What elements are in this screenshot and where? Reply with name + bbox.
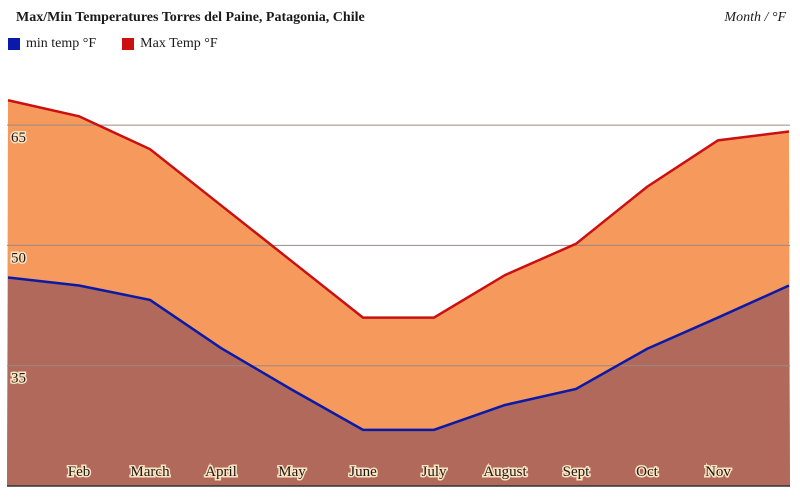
legend-label-max: Max Temp °F [140,36,218,51]
x-tick-label: May [278,464,306,480]
y-tick-label: 35 [11,371,26,387]
units-label: Month / °F [724,10,786,25]
legend-label-min: min temp °F [26,36,97,51]
legend-item-min: min temp °F [8,36,96,52]
y-tick-label: 50 [11,250,26,266]
min-area [7,277,790,486]
x-tick-label: Sept [563,464,591,480]
min-temp-line [7,276,790,432]
max-temp-line [7,99,790,319]
y-tick-label: 65 [11,130,26,146]
legend-swatch-min [8,38,20,50]
chart-title: Max/Min Temperatures Torres del Paine, P… [16,10,365,25]
legend-item-max: Max Temp °F [122,36,218,52]
legend: min temp °F Max Temp °F [8,36,218,52]
x-tick-label: April [205,464,237,480]
x-tick-label: Feb [68,464,91,480]
x-tick-label: July [421,464,447,480]
x-tick-label: March [130,464,170,480]
legend-swatch-max [122,38,135,50]
x-tick-label: June [349,464,377,480]
x-tick-label: Nov [705,464,731,480]
x-tick-label: Oct [636,464,658,480]
x-tick-label: August [483,464,527,480]
